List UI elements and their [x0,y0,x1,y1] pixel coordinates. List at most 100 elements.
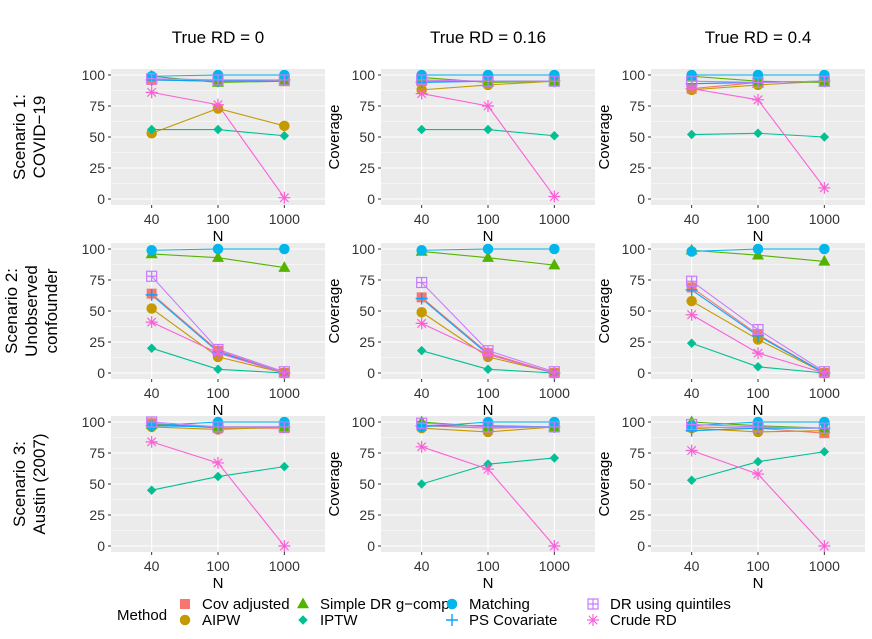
point-crude-rd [415,317,428,330]
y-tick-label: 25 [359,507,375,523]
point-crude-rd [685,444,698,457]
legend-key-cov-adjusted [180,599,190,609]
x-tick-label: 40 [144,558,160,574]
point-crude-rd [752,93,764,106]
legend-key-aipw [179,614,191,626]
y-tick-label: 75 [629,98,645,114]
point-dr-using-quintiles [278,421,290,433]
point-aipw [146,303,157,314]
point-dr-using-quintiles [146,73,158,85]
point-crude-rd [212,456,224,469]
x-tick-label: 1000 [809,558,840,574]
point-crude-rd [548,540,561,552]
y-tick-label: 25 [359,334,375,350]
point-matching [819,243,830,255]
y-tick-label: 0 [97,191,105,207]
y-tick-label: 75 [359,445,375,461]
point-iptw [753,456,763,467]
point-dr-using-quintiles [686,275,698,287]
legend-key-dr-using-quintiles [587,598,599,610]
y-tick-label: 75 [89,272,105,288]
x-tick-label: 100 [746,385,770,401]
y-tick-label: 75 [359,272,375,288]
point-iptw [753,362,763,372]
y-tick-label: 50 [629,476,645,492]
point-iptw [213,124,223,135]
legend-label: Simple DR g−comp [320,596,450,613]
x-tick-label: 100 [746,211,770,227]
y-tick-label: 75 [359,98,375,114]
legend-title: Method [117,607,167,624]
point-iptw [146,485,157,495]
point-iptw [753,128,763,139]
y-tick-label: 100 [82,241,106,257]
legend-item-iptw: IPTW [298,612,358,629]
point-crude-rd [482,100,494,112]
point-matching [482,69,494,81]
y-tick-label: 50 [89,129,105,145]
point-iptw [819,132,830,142]
point-matching [752,243,764,255]
row-title-1-line-2: COVID−19 [30,96,49,179]
x-axis-title: N [213,575,224,592]
point-matching [686,69,697,81]
point-crude-rd [145,86,158,99]
point-iptw [416,124,427,135]
point-matching [549,243,560,255]
x-tick-label: 1000 [539,558,570,574]
y-tick-label: 50 [629,129,645,145]
point-dr-using-quintiles [752,76,764,89]
point-dr-using-quintiles [482,75,494,87]
point-ps-covariate [145,288,158,301]
point-iptw [686,129,697,140]
x-tick-label: 100 [206,211,230,227]
x-tick-label: 40 [684,211,700,227]
point-crude-rd [145,435,158,448]
x-axis-title: N [213,402,224,419]
x-tick-label: 100 [476,558,500,574]
point-dr-using-quintiles [482,421,494,433]
legend-key-crude-rd [587,614,599,626]
x-tick-label: 1000 [809,211,840,227]
panel-r2-c3: 0 25 50 75 100 40 100 1000 N Coverage [596,241,865,419]
panel-r1-c3: 0 25 50 75 100 40 100 1000 N Coverage [596,67,865,245]
point-iptw [213,364,223,375]
point-iptw [549,453,560,463]
point-matching [146,244,157,256]
legend-item-ps-covariate: PS Covariate [446,612,557,629]
point-matching [549,69,560,81]
point-simple-dr-g-comp [818,254,831,266]
point-dr-using-quintiles [818,75,830,87]
legend-key-matching [446,598,458,610]
legend-label: IPTW [320,612,358,629]
y-tick-label: 0 [637,538,645,554]
point-iptw [213,471,223,482]
point-iptw [279,131,290,141]
point-dr-using-quintiles [752,324,764,336]
y-tick-label: 0 [367,191,375,207]
point-crude-rd [212,347,224,360]
y-tick-label: 25 [629,160,645,176]
y-axis-title: Coverage [596,104,613,169]
point-crude-rd [415,87,428,100]
point-iptw [416,479,427,489]
row-title-3-line-1: Scenario 3: [10,441,29,527]
point-crude-rd [278,191,291,204]
panel-r3-c3: 0 25 50 75 100 40 100 1000 N Coverage [596,414,865,592]
y-tick-label: 0 [97,538,105,554]
column-title-3: True RD = 0.4 [705,28,812,47]
legend-key-iptw [298,615,308,625]
y-tick-label: 100 [622,414,646,430]
point-aipw [416,306,427,318]
y-tick-label: 75 [629,445,645,461]
legend-label: DR using quintiles [610,596,731,613]
point-crude-rd [278,540,291,552]
x-tick-label: 100 [206,385,230,401]
point-crude-rd [548,367,561,379]
legend-item-simple-dr-g-comp: Simple DR g−comp [297,596,450,613]
point-matching [482,243,494,255]
point-aipw [279,120,290,132]
point-crude-rd [482,348,494,361]
